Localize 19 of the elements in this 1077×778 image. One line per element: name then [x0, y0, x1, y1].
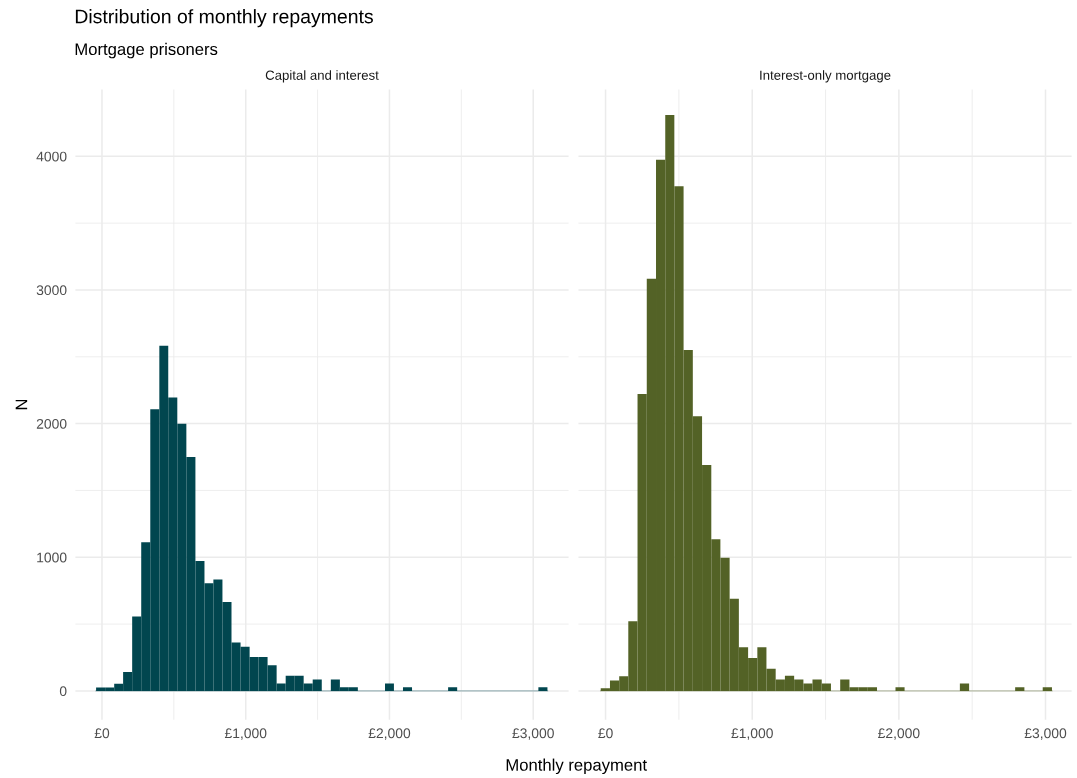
y-axis-title: N — [15, 399, 28, 410]
x-tick-label: £0 — [598, 728, 613, 739]
x-tick-label: £1,000 — [731, 728, 773, 740]
x-tick-label: £2,000 — [368, 728, 411, 740]
chart-title: Capital and interest — [265, 70, 379, 83]
y-tick-label: 4000 — [36, 151, 67, 162]
x-tick-label: £1,000 — [224, 728, 267, 740]
y-tick-label: 0 — [59, 686, 67, 697]
x-tick-label: £2,000 — [878, 728, 920, 740]
x-tick-label: £0 — [94, 728, 110, 739]
y-tick-label: 1000 — [37, 552, 67, 563]
x-tick-label: £3,000 — [512, 728, 554, 740]
text: Distribution of monthly repayments — [75, 9, 373, 28]
chart-title: Interest-only mortgage — [760, 70, 891, 83]
x-tick-label: £3,000 — [1024, 728, 1067, 740]
y-tick-label: 2000 — [36, 418, 67, 429]
text: Mortgage prisoners — [75, 42, 218, 59]
x-axis-title: Monthly repayment — [506, 758, 647, 775]
y-tick-label: 3000 — [36, 285, 67, 296]
